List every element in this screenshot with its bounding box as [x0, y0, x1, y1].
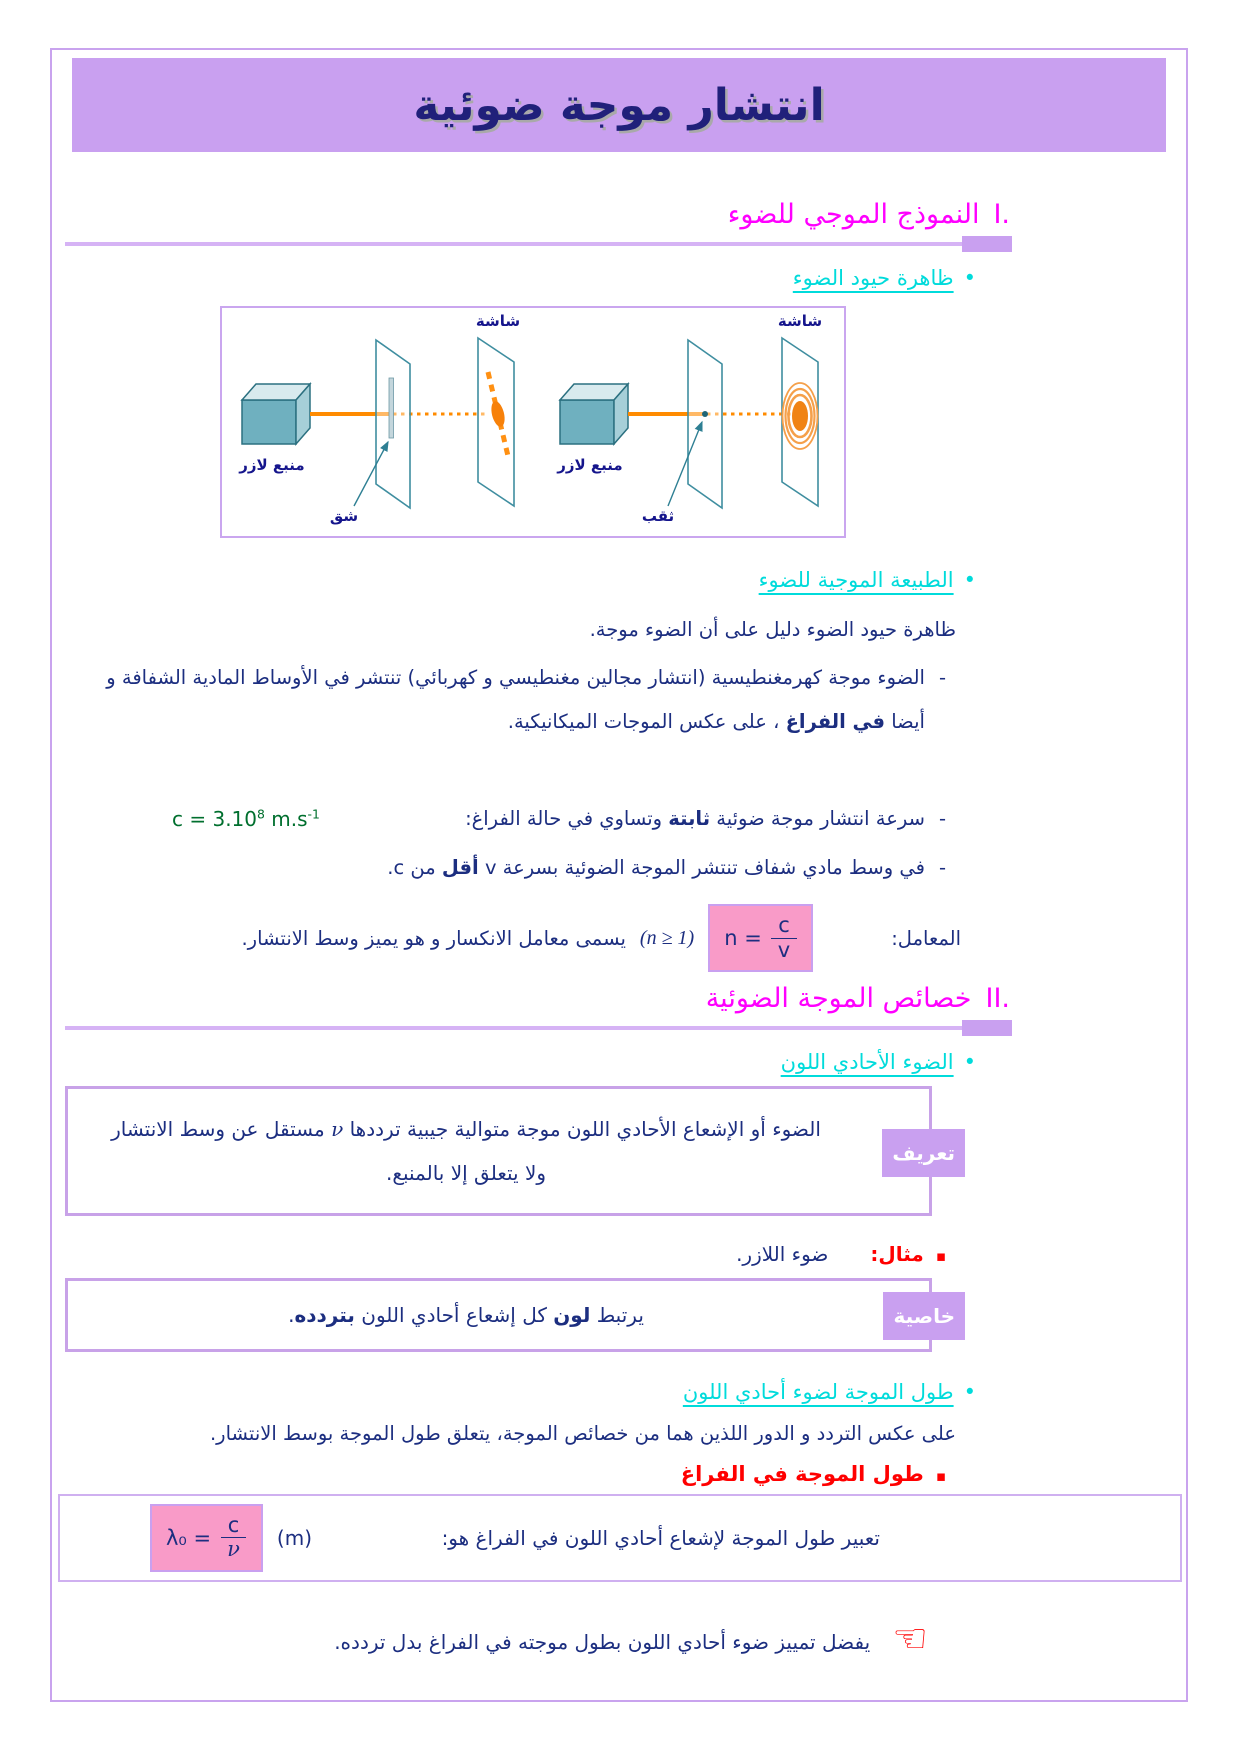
tip-text: يفضل تمييز ضوء أحادي اللون بطول موجته في…	[334, 1629, 871, 1654]
diffraction-diagram-svg: منبع لازر شق شاشة	[238, 312, 822, 525]
dot-bullet-icon: •	[963, 1050, 976, 1075]
em-wave-item: - الضوء موجة كهرمغنطيسية (انتشار مجالين …	[72, 656, 946, 744]
section-2-heading: II. خصائص الموجة الضوئية	[65, 982, 1012, 1037]
screen-label-1: شاشة	[476, 312, 520, 330]
refraction-index-formula: n = c v	[708, 904, 814, 973]
evidence-paragraph: ظاهرة حيود الضوء دليل على أن الضوء موجة.	[589, 617, 956, 641]
index-condition: (n ≥ 1)	[639, 926, 695, 949]
page-content: انتشار موجة ضوئية I. النموذج الموجي للضو…	[52, 50, 1186, 1662]
square-bullet-icon: ▪	[935, 1466, 946, 1485]
section-1-heading: I. النموذج الموجي للضوء	[65, 198, 1012, 252]
vacuum-wavelength-box: تعبير طول الموجة لإشعاع أحادي اللون في ا…	[58, 1493, 1182, 1582]
nu-symbol: ν	[331, 1117, 344, 1142]
vacuum-formula-text: تعبير طول الموجة لإشعاع أحادي اللون في ا…	[441, 1525, 880, 1550]
hole-arrow	[667, 420, 703, 507]
example-row: ▪ مثال: ضوء اللازر.	[52, 1242, 946, 1266]
speed-item: - سرعة انتشار موجة ضوئية ثابتة وتساوي في…	[72, 797, 946, 842]
title-banner: انتشار موجة ضوئية	[72, 58, 1166, 152]
diffraction-rings	[781, 381, 819, 450]
medium-item: - في وسط مادي شفاف تنتشر الموجة الضوئية …	[72, 846, 946, 890]
refraction-index-row: المعامل: n = c v (n ≥ 1) يسمى معامل الان…	[72, 904, 961, 973]
dash-icon: -	[938, 807, 946, 831]
section-2-title: خصائص الموجة الضوئية	[705, 983, 972, 1015]
laser-source-1	[240, 381, 312, 446]
laser-label-1: منبع لازر	[238, 456, 304, 474]
vacuum-wavelength-formula: λ₀ = c ν	[150, 1503, 263, 1572]
hole-plate	[687, 338, 723, 510]
bullet-wave-nature: • الطبيعة الموجية للضوء	[758, 567, 976, 592]
diffraction-streak	[485, 371, 511, 457]
square-bullet-icon: ▪	[935, 1247, 946, 1266]
property-box: خاصية يرتبط لون كل إشعاع أحادي اللون بتر…	[65, 1278, 965, 1353]
example-text: ضوء اللازر.	[736, 1242, 829, 1267]
hole-label: ثقب	[642, 507, 674, 525]
tip-row: ☜ يفضل تمييز ضوء أحادي اللون بطول موجته …	[52, 1615, 928, 1662]
pointing-hand-icon: ☜	[892, 1615, 928, 1662]
property-tab: خاصية	[883, 1292, 965, 1341]
dot-bullet-icon: •	[963, 1380, 976, 1405]
definition-tab: تعريف	[882, 1129, 965, 1178]
page-border	[50, 48, 1188, 1702]
screen-label-2: شاشة	[778, 312, 822, 330]
section-2-number: II.	[985, 983, 1010, 1015]
dash-icon: -	[938, 665, 946, 689]
definition-box: تعريف الضوء أو الإشعاع الأحادي اللون موج…	[65, 1086, 965, 1217]
vacuum-wavelength-heading: ▪ طول الموجة في الفراغ	[680, 1461, 946, 1486]
wavelength-note: على عكس التردد و الدور اللذين هما من خصا…	[209, 1422, 956, 1446]
page-title: انتشار موجة ضوئية	[413, 79, 825, 131]
laser-source-2	[558, 381, 630, 446]
section-1-rule	[65, 235, 1012, 252]
section-2-rule	[65, 1020, 1012, 1037]
index-description: يسمى معامل الانكسار و هو يميز وسط الانتش…	[241, 926, 626, 950]
section-1-title: النموذج الموجي للضوء	[727, 199, 980, 230]
slit-label: شق	[330, 507, 358, 525]
bullet-diffraction-phenomenon: • ظاهرة حيود الضوء	[792, 265, 976, 290]
dot-bullet-icon: •	[963, 265, 976, 290]
slit-arrow	[353, 440, 389, 507]
diffraction-diagram: منبع لازر شق شاشة	[220, 305, 846, 538]
laser-label-2: منبع لازر	[556, 456, 622, 474]
dash-icon: -	[938, 856, 946, 880]
section-1-number: I.	[993, 199, 1010, 230]
bullet-monochromatic-light: • الضوء الأحادي اللون	[780, 1050, 976, 1075]
index-label: المعامل:	[891, 926, 961, 950]
speed-of-light-formula: c = 3.108 m.s-1	[172, 806, 320, 832]
slit-plate	[375, 338, 411, 510]
dot-bullet-icon: •	[963, 567, 976, 592]
wavelength-unit: (m)	[276, 1525, 312, 1550]
bullet-wavelength: • طول الموجة لضوء أحادي اللون	[682, 1380, 976, 1405]
example-label: مثال:	[870, 1242, 924, 1267]
